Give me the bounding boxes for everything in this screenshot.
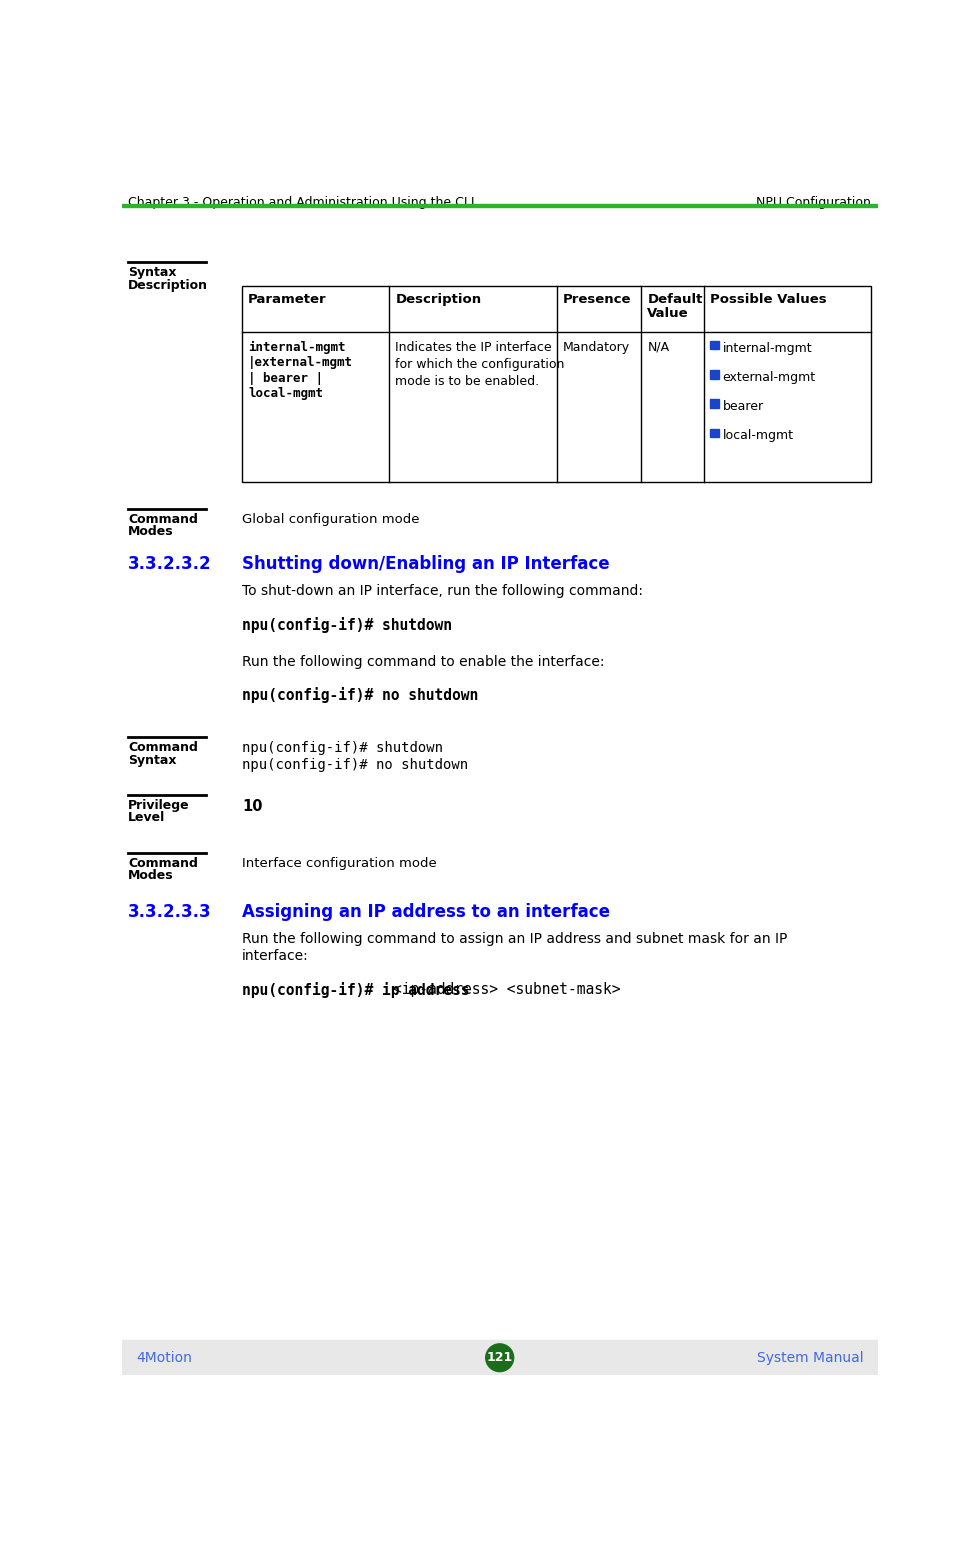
Text: local-mgmt: local-mgmt <box>249 388 323 400</box>
Text: Shutting down/Enabling an IP Interface: Shutting down/Enabling an IP Interface <box>242 555 609 573</box>
Text: Interface configuration mode: Interface configuration mode <box>242 857 437 870</box>
Text: Global configuration mode: Global configuration mode <box>242 513 419 525</box>
Text: for which the configuration: for which the configuration <box>396 358 565 371</box>
Text: bearer: bearer <box>722 400 763 413</box>
Bar <box>122 1341 878 1375</box>
Text: Description: Description <box>396 294 482 306</box>
Text: Assigning an IP address to an interface: Assigning an IP address to an interface <box>242 902 610 921</box>
Text: Syntax: Syntax <box>128 754 176 766</box>
Text: npu(config-if)# ip address: npu(config-if)# ip address <box>242 983 479 998</box>
Text: npu(config-if)# no shutdown: npu(config-if)# no shutdown <box>242 688 479 703</box>
Text: npu(config-if)# shutdown: npu(config-if)# shutdown <box>242 742 443 756</box>
Text: Command: Command <box>128 513 198 525</box>
Text: Possible Values: Possible Values <box>710 294 827 306</box>
Text: 121: 121 <box>487 1352 513 1364</box>
Text: Modes: Modes <box>128 525 174 538</box>
Text: Parameter: Parameter <box>249 294 327 306</box>
Text: npu(config-if)# no shutdown: npu(config-if)# no shutdown <box>242 759 468 772</box>
Text: 10: 10 <box>242 799 262 814</box>
Text: 3.3.2.3.3: 3.3.2.3.3 <box>128 902 212 921</box>
Text: Command: Command <box>128 742 198 754</box>
Text: |external-mgmt: |external-mgmt <box>249 357 353 369</box>
Bar <box>242 286 872 482</box>
Text: Privilege: Privilege <box>128 799 190 813</box>
Text: N/A: N/A <box>647 341 670 354</box>
Text: Level: Level <box>128 811 166 825</box>
Text: | bearer |: | bearer | <box>249 372 323 385</box>
Text: Syntax: Syntax <box>128 266 176 280</box>
Bar <box>710 400 719 408</box>
Text: Default: Default <box>647 294 703 306</box>
Text: NPU Configuration: NPU Configuration <box>757 196 872 209</box>
Text: interface:: interface: <box>242 949 309 963</box>
Text: Run the following command to assign an IP address and subnet mask for an IP: Run the following command to assign an I… <box>242 932 788 946</box>
Bar <box>710 428 719 437</box>
Text: Mandatory: Mandatory <box>563 341 630 354</box>
Bar <box>122 204 878 207</box>
Text: <ip-address> <subnet-mask>: <ip-address> <subnet-mask> <box>393 983 620 998</box>
Text: Run the following command to enable the interface:: Run the following command to enable the … <box>242 655 604 669</box>
Text: System Manual: System Manual <box>757 1350 864 1364</box>
Text: Modes: Modes <box>128 870 174 882</box>
Text: external-mgmt: external-mgmt <box>722 371 816 385</box>
Text: Command: Command <box>128 857 198 870</box>
Text: internal-mgmt: internal-mgmt <box>722 341 812 355</box>
Text: mode is to be enabled.: mode is to be enabled. <box>396 375 539 388</box>
Text: Chapter 3 - Operation and Administration Using the CLI: Chapter 3 - Operation and Administration… <box>128 196 475 209</box>
Text: Description: Description <box>128 278 208 292</box>
Text: To shut-down an IP interface, run the following command:: To shut-down an IP interface, run the fo… <box>242 584 643 598</box>
Text: Indicates the IP interface: Indicates the IP interface <box>396 341 552 354</box>
Circle shape <box>486 1344 514 1372</box>
Bar <box>710 371 719 379</box>
Text: npu(config-if)# shutdown: npu(config-if)# shutdown <box>242 616 452 632</box>
Text: local-mgmt: local-mgmt <box>722 430 794 442</box>
Text: internal-mgmt: internal-mgmt <box>249 341 346 354</box>
Text: 3.3.2.3.2: 3.3.2.3.2 <box>128 555 212 573</box>
Bar <box>710 341 719 349</box>
Text: Presence: Presence <box>563 294 632 306</box>
Text: 4Motion: 4Motion <box>136 1350 192 1364</box>
Text: Value: Value <box>647 307 689 320</box>
